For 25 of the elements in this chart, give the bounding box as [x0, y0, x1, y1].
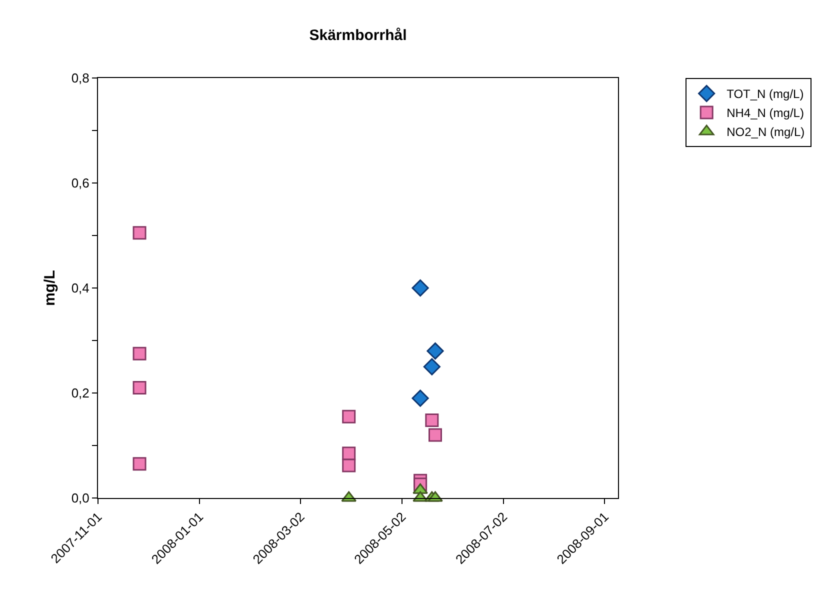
y-tick-label: 0,0 [71, 490, 90, 506]
point [132, 226, 146, 240]
point [423, 358, 440, 376]
legend-label: TOT_N (mg/L) [726, 87, 804, 102]
y-tick-label: 0,2 [71, 386, 90, 401]
point [132, 457, 146, 471]
point [425, 414, 439, 428]
point [412, 390, 429, 407]
point [426, 342, 444, 360]
point [428, 491, 443, 502]
point [342, 458, 356, 472]
legend-label: NO2_N (mg/L) [726, 125, 805, 140]
y-tick-label: 0,8 [71, 70, 90, 86]
point [132, 346, 146, 360]
y-tick-label: 0,6 [71, 176, 90, 191]
chart-title: Skärmborrhål [309, 27, 407, 44]
point [132, 381, 146, 394]
legend-label: NH4_N (mg/L) [726, 106, 804, 120]
y-axis-title: mg/L [42, 270, 59, 306]
point [428, 428, 442, 442]
point [342, 446, 356, 460]
point [412, 483, 428, 494]
point [342, 410, 356, 424]
point [412, 279, 429, 297]
y-tick-label: 0,4 [71, 280, 90, 296]
